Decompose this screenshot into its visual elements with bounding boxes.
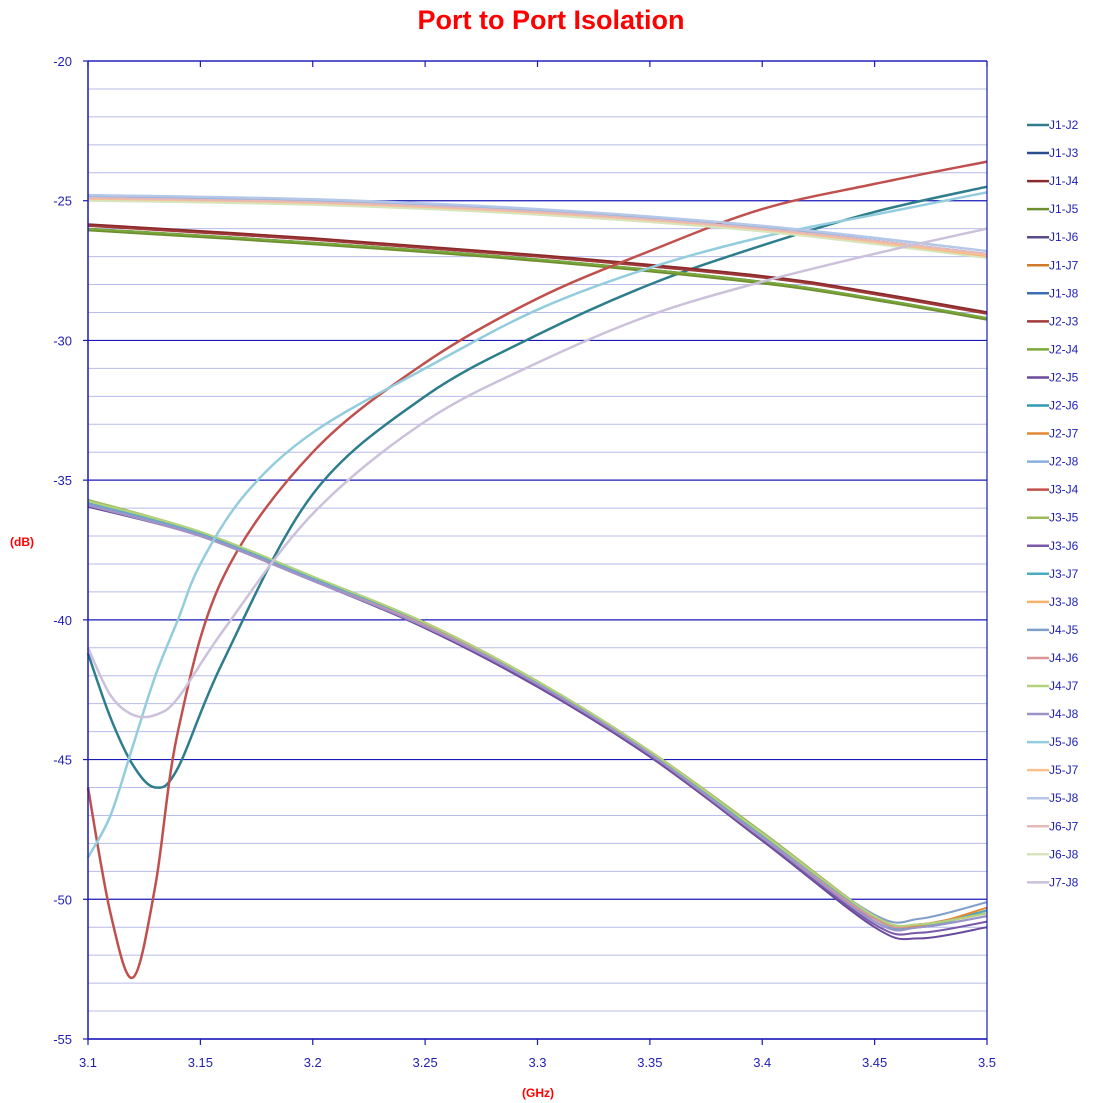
series-line-j6-j7	[87, 196, 988, 255]
axes	[83, 60, 988, 1045]
legend-label: J2-J5	[1049, 370, 1079, 384]
x-tick-label: 3.5	[978, 1055, 996, 1070]
series-line-j6-j8	[87, 199, 988, 259]
legend-label: J5-J7	[1049, 763, 1079, 777]
legend-label: J4-J5	[1049, 623, 1079, 637]
major-gridlines	[88, 60, 987, 1040]
series-line-j1-j4	[87, 223, 988, 314]
x-tick-label: 3.2	[304, 1055, 322, 1070]
legend-label: J3-J4	[1049, 483, 1079, 497]
series-line-j1-j8	[87, 196, 988, 255]
series-line-j1-j7	[87, 501, 988, 928]
minor-gridlines	[88, 88, 987, 1012]
series-line-j2-j7	[87, 501, 988, 929]
series-line-j7-j8	[86, 227, 988, 719]
legend-label: J5-J6	[1049, 735, 1079, 749]
legend-label: J1-J8	[1049, 286, 1079, 300]
series-line-j4-j8	[87, 504, 988, 932]
y-tick-label: -30	[53, 333, 72, 348]
y-tick-label: -50	[53, 892, 72, 907]
series-line-j5-j6	[86, 191, 988, 858]
x-tick-label: 3.25	[412, 1055, 437, 1070]
legend-label: J2-J6	[1049, 399, 1079, 413]
x-tick-label: 3.1	[79, 1055, 97, 1070]
x-tick-label: 3.35	[637, 1055, 662, 1070]
legend-label: J1-J5	[1049, 202, 1079, 216]
legend-label: J2-J3	[1049, 314, 1079, 328]
series-line-j2-j6	[87, 502, 988, 932]
series-line-j1-j6	[87, 504, 988, 929]
x-tick-labels: 3.1 3.15 3.2 3.25 3.3 3.35 3.4 3.45 3.5	[79, 1055, 996, 1070]
legend-label: J1-J2	[1049, 118, 1079, 132]
legend-label: J4-J6	[1049, 651, 1079, 665]
x-axis-title: (GHz)	[522, 1086, 554, 1100]
x-tick-label: 3.15	[188, 1055, 213, 1070]
series-line-j1-j5	[87, 228, 988, 321]
series-line-j4-j6	[87, 504, 988, 929]
legend-label: J2-J4	[1049, 342, 1079, 356]
legend-label: J5-J8	[1049, 791, 1079, 805]
y-tick-label: -55	[53, 1032, 72, 1047]
x-tick-label: 3.45	[862, 1055, 887, 1070]
y-tick-label: -35	[53, 473, 72, 488]
y-tick-label: -20	[53, 54, 72, 69]
series-line-j2-j8	[87, 195, 988, 252]
legend-label: J3-J8	[1049, 595, 1079, 609]
legend-label: J7-J8	[1049, 875, 1079, 889]
legend-label: J1-J7	[1049, 258, 1079, 272]
series-line-j5-j8	[87, 193, 988, 253]
legend-label: J3-J6	[1049, 539, 1079, 553]
series-line-j2-j4	[87, 227, 988, 320]
x-tick-label: 3.3	[528, 1055, 546, 1070]
series-line-j4-j7	[87, 500, 988, 928]
legend-label: J4-J8	[1049, 707, 1079, 721]
legend-label: J3-J5	[1049, 511, 1079, 525]
legend-label: J6-J8	[1049, 847, 1079, 861]
series-line-j3-j4	[86, 160, 988, 979]
series-line-j1-j2	[86, 185, 988, 789]
y-tick-label: -45	[53, 753, 72, 768]
legend-label: J2-J8	[1049, 455, 1079, 469]
legend: J1-J2 J1-J3 J1-J4 J1-J5 J1-J6 J1-J7 J1-J8 J2-J3…	[1027, 118, 1079, 889]
series-line-j2-j5	[87, 505, 988, 941]
legend-label: J4-J7	[1049, 679, 1079, 693]
series-line-j3-j6	[87, 504, 988, 936]
series-line-j5-j7	[87, 198, 988, 257]
series-line-j3-j7	[87, 501, 988, 931]
y-tick-labels: -20 -25 -30 -35 -40 -45 -50 -55	[53, 54, 72, 1047]
series-lines	[86, 160, 988, 979]
legend-label: J6-J7	[1049, 819, 1079, 833]
legend-label: J1-J6	[1049, 230, 1079, 244]
y-tick-label: -25	[53, 194, 72, 209]
legend-label: J3-J7	[1049, 567, 1079, 581]
legend-label: J1-J4	[1049, 174, 1079, 188]
legend-label: J1-J3	[1049, 146, 1079, 160]
y-tick-label: -40	[53, 613, 72, 628]
y-axis-title: (dB)	[10, 535, 34, 549]
legend-label: J2-J7	[1049, 427, 1079, 441]
series-line-j2-j3	[87, 224, 988, 315]
x-tick-label: 3.4	[753, 1055, 771, 1070]
series-line-j4-j5	[87, 502, 988, 924]
chart-title: Port to Port Isolation	[418, 5, 685, 35]
